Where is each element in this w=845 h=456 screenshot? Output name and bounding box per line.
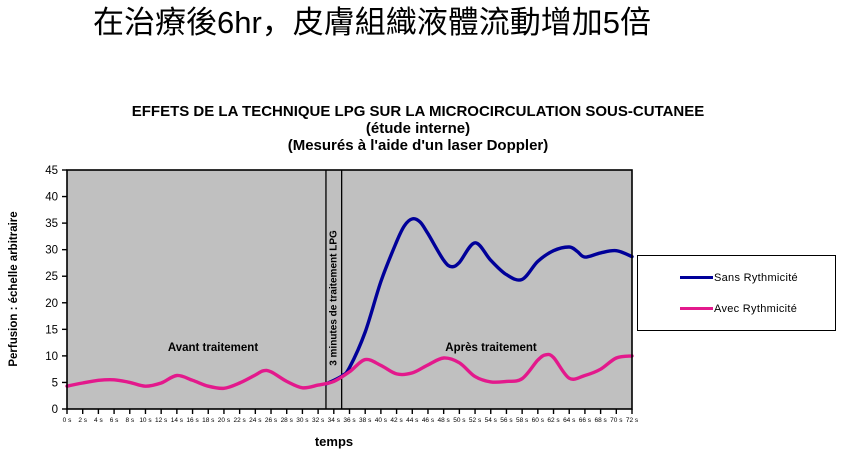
legend-label: Sans Rythmicité [714, 271, 798, 284]
chart-legend: Sans Rythmicité Avec Rythmicité [637, 255, 836, 331]
svg-text:15: 15 [45, 324, 58, 336]
svg-text:0: 0 [52, 404, 58, 416]
svg-text:25: 25 [45, 271, 58, 283]
svg-text:44 s: 44 s [406, 417, 419, 424]
svg-text:28 s: 28 s [281, 417, 294, 424]
svg-text:18 s: 18 s [202, 417, 215, 424]
svg-text:2 s: 2 s [78, 417, 87, 424]
svg-text:70 s: 70 s [610, 417, 623, 424]
chart-subtitle-1: (étude interne) [365, 120, 471, 137]
svg-text:54 s: 54 s [485, 417, 498, 424]
svg-text:24 s: 24 s [249, 417, 262, 424]
svg-text:32 s: 32 s [312, 417, 325, 424]
legend-label: Avec Rythmicité [714, 302, 798, 315]
svg-text:48 s: 48 s [438, 417, 451, 424]
legend-line-sample-navy [680, 276, 713, 279]
svg-text:26 s: 26 s [265, 417, 278, 424]
treatment-window-label: 3 minutes de traitement LPG [328, 230, 340, 366]
svg-text:58 s: 58 s [516, 417, 529, 424]
svg-text:8 s: 8 s [125, 417, 134, 424]
svg-text:40: 40 [45, 192, 58, 204]
svg-text:56 s: 56 s [500, 417, 513, 424]
svg-text:40 s: 40 s [375, 417, 388, 424]
svg-text:35: 35 [45, 218, 58, 230]
svg-text:34 s: 34 s [328, 417, 341, 424]
svg-text:66 s: 66 s [579, 417, 592, 424]
chart-title-block: EFFETS DE LA TECHNIQUE LPG SUR LA MICROC… [0, 103, 836, 154]
svg-text:72 s: 72 s [626, 417, 639, 424]
svg-text:14 s: 14 s [171, 417, 184, 424]
page-title: 在治療後6hr，皮膚組織液體流動增加5倍 [93, 5, 652, 40]
svg-text:68 s: 68 s [594, 417, 607, 424]
svg-text:62 s: 62 s [547, 417, 560, 424]
svg-text:6 s: 6 s [110, 417, 119, 424]
legend-line-sample-pink [680, 307, 713, 310]
svg-text:16 s: 16 s [186, 417, 199, 424]
annotation-avant-traitement: Avant traitement [167, 342, 259, 354]
svg-text:5: 5 [52, 377, 58, 389]
svg-text:50 s: 50 s [453, 417, 466, 424]
svg-text:30: 30 [45, 245, 58, 257]
svg-text:22 s: 22 s [233, 417, 246, 424]
svg-text:36 s: 36 s [343, 417, 356, 424]
x-axis-label: temps [314, 434, 354, 449]
svg-text:4 s: 4 s [94, 417, 103, 424]
annotation-apres-traitement: Après traitement [445, 342, 537, 354]
svg-text:0 s: 0 s [63, 417, 72, 424]
svg-text:64 s: 64 s [563, 417, 576, 424]
svg-text:42 s: 42 s [390, 417, 403, 424]
svg-text:30 s: 30 s [296, 417, 309, 424]
legend-item-sans-rythmicite: Sans Rythmicité [680, 272, 835, 284]
svg-text:10: 10 [45, 351, 58, 363]
svg-text:38 s: 38 s [359, 417, 372, 424]
svg-text:20: 20 [45, 298, 58, 310]
svg-text:46 s: 46 s [422, 417, 435, 424]
chart-subtitle-2: (Mesurés à l'aide d'un laser Doppler) [287, 137, 549, 154]
svg-text:52 s: 52 s [469, 417, 482, 424]
chart-title: EFFETS DE LA TECHNIQUE LPG SUR LA MICROC… [131, 103, 705, 120]
svg-text:20 s: 20 s [218, 417, 231, 424]
svg-text:45: 45 [45, 165, 58, 177]
svg-text:60 s: 60 s [532, 417, 545, 424]
svg-text:10 s: 10 s [139, 417, 152, 424]
svg-text:12 s: 12 s [155, 417, 168, 424]
legend-item-avec-rythmicite: Avec Rythmicité [680, 303, 835, 315]
